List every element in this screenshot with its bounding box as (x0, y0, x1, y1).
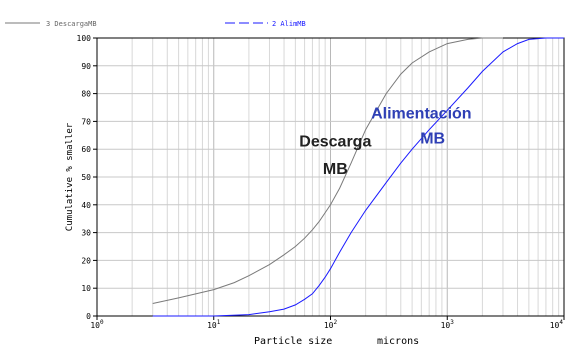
y-tick-label: 0 (86, 312, 91, 321)
y-tick-label: 40 (81, 201, 91, 210)
annotation-3: MB (420, 131, 445, 148)
y-tick-label: 50 (81, 173, 91, 182)
y-tick-label: 100 (77, 34, 92, 43)
series-group (152, 37, 564, 317)
x-axis-unit: microns (377, 336, 419, 347)
annotation-2: Alimentación (371, 106, 471, 123)
x-axis: 100 101 102 103 104 (90, 316, 565, 330)
x-axis-label: Particle size (254, 336, 332, 347)
legend-label-descarga: 3 DescargaMB (46, 20, 97, 28)
x-tick-label: 100 (90, 319, 104, 330)
series-line-0 (152, 37, 503, 304)
y-tick-label: 80 (81, 90, 91, 99)
annotations: Descarga MB Alimentación MB (299, 106, 471, 179)
annotation-0: Descarga (299, 133, 371, 150)
y-tick-label: 60 (81, 145, 91, 154)
grid (97, 38, 564, 316)
y-tick-label: 90 (81, 62, 91, 71)
x-tick-label: 102 (324, 319, 338, 330)
y-tick-label: 30 (81, 229, 91, 238)
x-tick-label: 103 (441, 319, 455, 330)
y-tick-label: 20 (81, 256, 91, 265)
y-tick-label: 10 (81, 284, 91, 293)
y-axis-label: Cumulative % smaller (65, 122, 75, 231)
legend-label-alim: 2 AlimMB (272, 20, 306, 28)
legend: 3 DescargaMB 2 AlimMB (5, 20, 306, 28)
x-tick-label: 101 (207, 319, 221, 330)
series-line-1 (152, 37, 564, 317)
annotation-1: MB (323, 161, 348, 178)
y-tick-label: 70 (81, 117, 91, 126)
y-axis: 0 10 20 30 40 50 60 70 80 90 100 (77, 34, 97, 321)
x-tick-label: 104 (550, 319, 564, 330)
